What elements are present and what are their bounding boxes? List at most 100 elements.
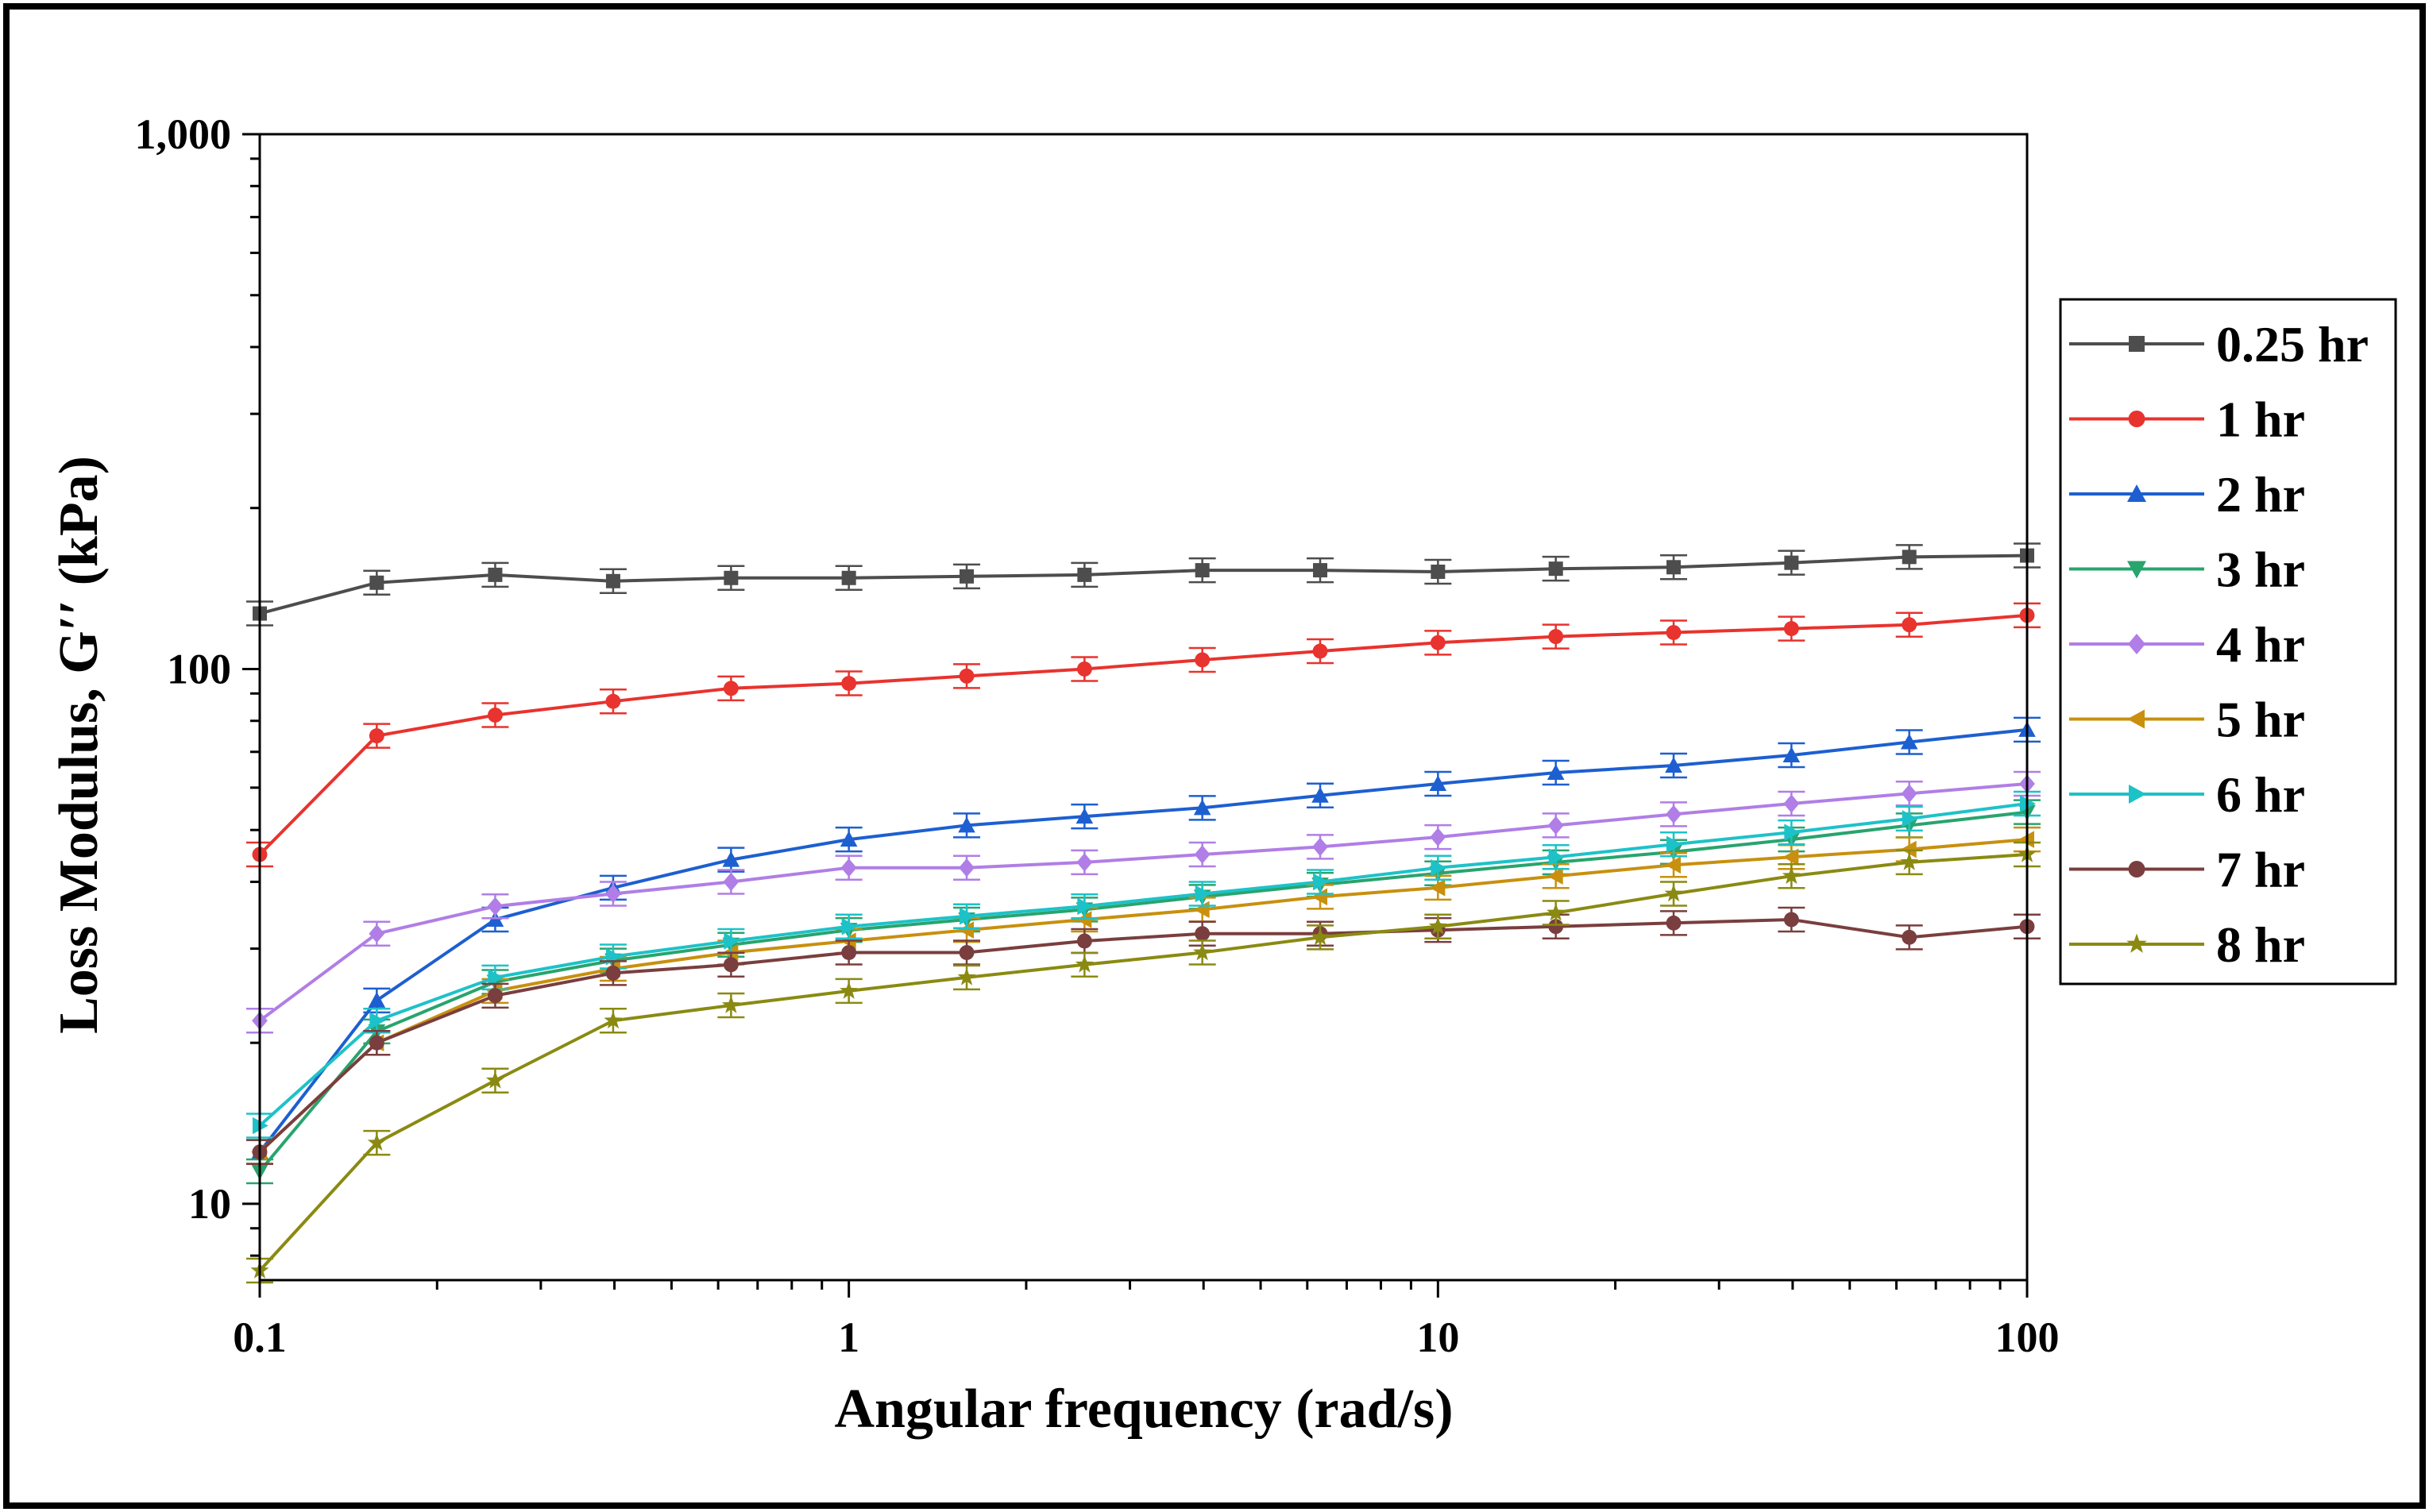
data-point [957, 967, 976, 986]
data-point [1313, 873, 1329, 891]
data-point [1430, 827, 1446, 847]
data-point [1782, 848, 1799, 866]
legend-item: 8 hr [2069, 916, 2305, 973]
data-point [723, 872, 740, 892]
data-point [1428, 916, 1447, 935]
data-point [1902, 617, 1917, 633]
legend-marker [2127, 709, 2145, 729]
legend-marker [2127, 484, 2146, 502]
data-point [1665, 856, 1682, 874]
data-point [605, 693, 621, 709]
data-point [959, 668, 975, 684]
x-tick-label: 100 [1995, 1313, 2060, 1361]
data-point [1312, 643, 1328, 659]
data-point [605, 573, 620, 588]
series-1 [246, 542, 2041, 627]
legend-item: 1 hr [2069, 392, 2305, 448]
data-point [1665, 757, 1682, 773]
series-line [258, 810, 2028, 1173]
data-point [958, 921, 975, 939]
outer-frame [3, 3, 2426, 1509]
legend-label: 0.25 hr [2216, 316, 2369, 372]
legend-item: 4 hr [2069, 616, 2305, 673]
data-point [485, 1070, 504, 1089]
data-point [1900, 840, 1917, 858]
data-point [1075, 808, 1094, 824]
data-point [369, 1035, 384, 1051]
plot-layer [246, 542, 2041, 1284]
series-3 [246, 716, 2041, 1165]
legend-item: 7 hr [2069, 842, 2305, 898]
data-point [724, 570, 739, 585]
data-point [605, 965, 621, 981]
data-point [487, 988, 503, 1004]
data-point [1666, 804, 1682, 824]
axis-layer: 0.1 1 10 100 10 100 1,000 [135, 110, 2060, 1361]
data-point [1900, 733, 1918, 750]
data-point [487, 708, 503, 723]
legend-label: 3 hr [2216, 542, 2305, 598]
data-point [722, 850, 740, 867]
legend-label: 7 hr [2216, 842, 2305, 898]
data-point [960, 569, 975, 584]
legend: 0.25 hr 1 hr 2 hr 3 hr 4 hr 5 hr 6 hr 7 hr 8 hr [2059, 298, 2397, 986]
y-tick-label: 10 [188, 1180, 231, 1228]
legend-label: 4 hr [2216, 616, 2305, 673]
data-point [1311, 928, 1330, 946]
data-point [721, 995, 740, 1013]
data-point [840, 831, 858, 847]
data-point [1666, 915, 1682, 931]
legend-label: 8 hr [2216, 916, 2305, 973]
legend-item: 5 hr [2069, 692, 2305, 748]
data-point [841, 945, 857, 960]
legend-item: 2 hr [2069, 466, 2305, 523]
data-point [1547, 816, 1564, 835]
data-point [1900, 852, 1919, 870]
data-point [840, 981, 859, 999]
data-point [1311, 888, 1328, 906]
series-line [259, 554, 2028, 615]
data-point [604, 1011, 623, 1029]
data-point [368, 992, 386, 1008]
data-point [1075, 911, 1092, 928]
data-point [1195, 926, 1211, 942]
data-point [1430, 634, 1446, 650]
series-line [258, 802, 2028, 1127]
data-point [1312, 837, 1328, 857]
data-point [1547, 764, 1565, 780]
legend-label: 2 hr [2216, 466, 2305, 523]
data-point [958, 816, 975, 833]
y-tick-label: 100 [167, 645, 231, 692]
plot-area-frame [258, 133, 2029, 1282]
series-line [258, 917, 2028, 1154]
data-point [1076, 662, 1092, 677]
data-point [1782, 866, 1801, 885]
x-tick-label: 0.1 [233, 1313, 287, 1361]
legend-marker [2126, 933, 2147, 953]
data-point [1901, 784, 1917, 803]
data-point [1547, 903, 1566, 921]
data-point [1782, 746, 1801, 762]
series-line [258, 782, 2028, 1022]
data-point [1193, 943, 1212, 961]
data-point [1313, 563, 1328, 578]
legend-label: 6 hr [2216, 766, 2305, 823]
series-line [258, 853, 2028, 1272]
data-point [1076, 933, 1092, 949]
data-point [1311, 786, 1329, 803]
series-line [258, 727, 2028, 1153]
data-point [1429, 775, 1447, 792]
data-point [1431, 858, 1447, 877]
data-point [1075, 955, 1094, 973]
data-point [488, 567, 503, 582]
y-tick-label: 1,000 [135, 110, 232, 158]
data-point [841, 570, 856, 585]
x-tick-label: 10 [1416, 1313, 1459, 1361]
series-8 [246, 906, 2041, 1165]
series-5 [246, 770, 2041, 1034]
data-point [1548, 561, 1563, 577]
data-point [1195, 885, 1211, 903]
data-point [723, 957, 739, 973]
data-point [960, 907, 975, 925]
data-point [723, 681, 739, 696]
